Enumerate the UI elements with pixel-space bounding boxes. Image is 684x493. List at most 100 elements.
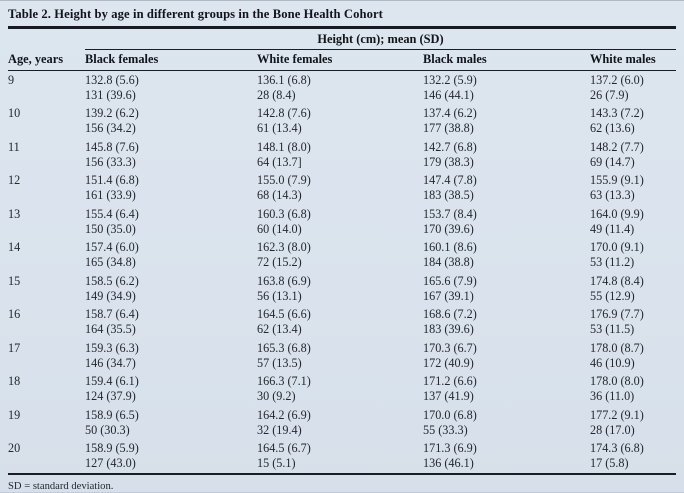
value-line: 124 (37.9) <box>85 389 136 403</box>
value-line: 26 (7.9) <box>590 87 629 102</box>
value-line: 143.3 (7.2) <box>590 106 644 120</box>
value-line: 164.2 (6.9) <box>257 407 311 422</box>
value-line: 142.7 (6.8) <box>423 139 477 154</box>
value-line: 165 (34.8) <box>85 255 136 269</box>
value-line: 132.2 (5.9) <box>423 72 477 87</box>
value-line: 57 (13.5) <box>257 355 302 370</box>
value-line: 15 (5.1) <box>257 456 296 470</box>
value-line: 158.7 (6.4) <box>85 307 139 321</box>
value-line: 55 (33.3) <box>423 422 468 437</box>
age-cell: 15 <box>8 273 21 288</box>
data-cell: 155.4 (6.4) 150 (35.0) <box>85 205 257 239</box>
column-header-age: Age, years <box>8 49 85 71</box>
value-line: 62 (13.6) <box>590 121 635 135</box>
data-cell: 132.2 (5.9) 146 (44.1) <box>423 71 590 105</box>
value-line: 171.2 (6.6) <box>423 374 477 388</box>
age-cell: 17 <box>8 340 21 355</box>
data-cell: 147.4 (7.8) 183 (38.5) <box>423 172 590 206</box>
value-line: 148.2 (7.7) <box>590 139 644 154</box>
table-row-age-16: 16 158.7 (6.4) 164 (35.5) 164.5 (6.6) 62 (13… <box>8 306 676 340</box>
data-cell: 166.3 (7.1) 30 (9.2) <box>257 373 423 407</box>
value-line: 61 (13.4) <box>257 121 302 135</box>
value-line: 137.4 (6.2) <box>423 106 477 120</box>
table-row-age-9: 9 132.8 (5.6) 131 (39.6) 136.1 (6.8) 28 (8.4… <box>8 71 676 105</box>
value-line: 132.8 (5.6) <box>85 72 139 87</box>
value-line: 150 (35.0) <box>85 221 136 236</box>
age-cell: 11 <box>8 139 20 154</box>
column-header-white-females: White females <box>257 49 423 71</box>
value-line: 178.0 (8.7) <box>590 340 644 355</box>
value-line: 160.3 (6.8) <box>257 206 311 221</box>
data-cell: 139.2 (6.2) 156 (34.2) <box>85 105 257 139</box>
value-line: 137.2 (6.0) <box>590 72 644 87</box>
value-line: 32 (19.4) <box>257 422 302 437</box>
value-line: 157.4 (6.0) <box>85 240 139 254</box>
data-cell: 157.4 (6.0) 165 (34.8) <box>85 239 257 273</box>
value-line: 146 (44.1) <box>423 87 474 102</box>
data-cell: 168.6 (7.2) 183 (39.6) <box>423 306 590 340</box>
value-line: 49 (11.4) <box>590 221 635 236</box>
value-line: 137 (41.9) <box>423 389 474 403</box>
age-cell: 13 <box>8 206 21 221</box>
data-cell: 170.0 (9.1) 53 (11.2) <box>590 239 676 273</box>
data-cell: 162.3 (8.0) 72 (15.2) <box>257 239 423 273</box>
data-cell: 143.3 (7.2) 62 (13.6) <box>590 105 676 139</box>
data-cell: 159.4 (6.1) 124 (37.9) <box>85 373 257 407</box>
table-row-age-15: 15 158.5 (6.2) 149 (34.9) 163.8 (6.9) 56 (13… <box>8 272 676 306</box>
data-cell: 153.7 (8.4) 170 (39.6) <box>423 205 590 239</box>
table-row-age-18: 18 159.4 (6.1) 124 (37.9) 166.3 (7.1) 30 (9.… <box>8 373 676 407</box>
age-cell: 20 <box>8 441 21 455</box>
value-line: 146 (34.7) <box>85 355 136 370</box>
column-header-row: Age, years Black females White females B… <box>8 49 676 71</box>
data-cell: 158.5 (6.2) 149 (34.9) <box>85 272 257 306</box>
value-line: 171.3 (6.9) <box>423 441 477 455</box>
value-line: 158.5 (6.2) <box>85 273 139 288</box>
value-line: 155.0 (7.9) <box>257 173 311 187</box>
value-line: 36 (11.0) <box>590 389 635 403</box>
value-line: 183 (38.5) <box>423 188 474 202</box>
table-footnote: SD = standard deviation. <box>8 481 114 492</box>
value-line: 178.0 (8.0) <box>590 374 644 388</box>
data-cell: 178.0 (8.7) 46 (10.9) <box>590 339 676 373</box>
value-line: 159.4 (6.1) <box>85 374 139 388</box>
value-line: 163.8 (6.9) <box>257 273 311 288</box>
data-cell: 151.4 (6.8) 161 (33.9) <box>85 172 257 206</box>
table-row-age-12: 12 151.4 (6.8) 161 (33.9) 155.0 (7.9) 68 (14… <box>8 172 676 206</box>
value-line: 177.2 (9.1) <box>590 407 644 422</box>
age-cell: 14 <box>8 240 21 254</box>
value-line: 161 (33.9) <box>85 188 136 202</box>
table-row-age-11: 11 145.8 (7.6) 156 (33.3) 148.1 (8.0) 64 (13… <box>8 138 676 172</box>
value-line: 184 (38.8) <box>423 255 474 269</box>
data-cell: 155.0 (7.9) 68 (14.3) <box>257 172 423 206</box>
value-line: 53 (11.2) <box>590 255 635 269</box>
value-line: 55 (12.9) <box>590 288 635 303</box>
data-cell: 171.3 (6.9) 136 (46.1) <box>423 440 590 475</box>
data-cell: 174.8 (8.4) 55 (12.9) <box>590 272 676 306</box>
age-cell: 19 <box>8 407 21 422</box>
value-line: 139.2 (6.2) <box>85 106 139 120</box>
column-header-black-females: Black females <box>85 49 257 71</box>
value-line: 28 (8.4) <box>257 87 296 102</box>
data-cell: 163.8 (6.9) 56 (13.1) <box>257 272 423 306</box>
data-cell: 137.2 (6.0) 26 (7.9) <box>590 71 676 105</box>
data-cell: 148.2 (7.7) 69 (14.7) <box>590 138 676 172</box>
value-line: 145.8 (7.6) <box>85 139 139 154</box>
value-line: 30 (9.2) <box>257 389 296 403</box>
value-line: 172 (40.9) <box>423 355 474 370</box>
value-line: 165.6 (7.9) <box>423 273 477 288</box>
data-cell: 165.3 (6.8) 57 (13.5) <box>257 339 423 373</box>
age-cell: 16 <box>8 307 21 321</box>
value-line: 155.4 (6.4) <box>85 206 139 221</box>
value-line: 50 (30.3) <box>85 422 130 437</box>
value-line: 68 (14.3) <box>257 188 302 202</box>
value-line: 153.7 (8.4) <box>423 206 477 221</box>
value-line: 176.9 (7.7) <box>590 307 644 321</box>
table-row-age-20: 20 158.9 (5.9) 127 (43.0) 164.5 (6.7) 15 (5.… <box>8 440 676 475</box>
value-line: 168.6 (7.2) <box>423 307 477 321</box>
value-line: 164 (35.5) <box>85 322 136 336</box>
table-row-age-13: 13 155.4 (6.4) 150 (35.0) 160.3 (6.8) 60 (14… <box>8 205 676 239</box>
value-line: 60 (14.0) <box>257 221 302 236</box>
value-line: 158.9 (6.5) <box>85 407 139 422</box>
value-line: 149 (34.9) <box>85 288 136 303</box>
value-line: 17 (5.8) <box>590 456 629 470</box>
